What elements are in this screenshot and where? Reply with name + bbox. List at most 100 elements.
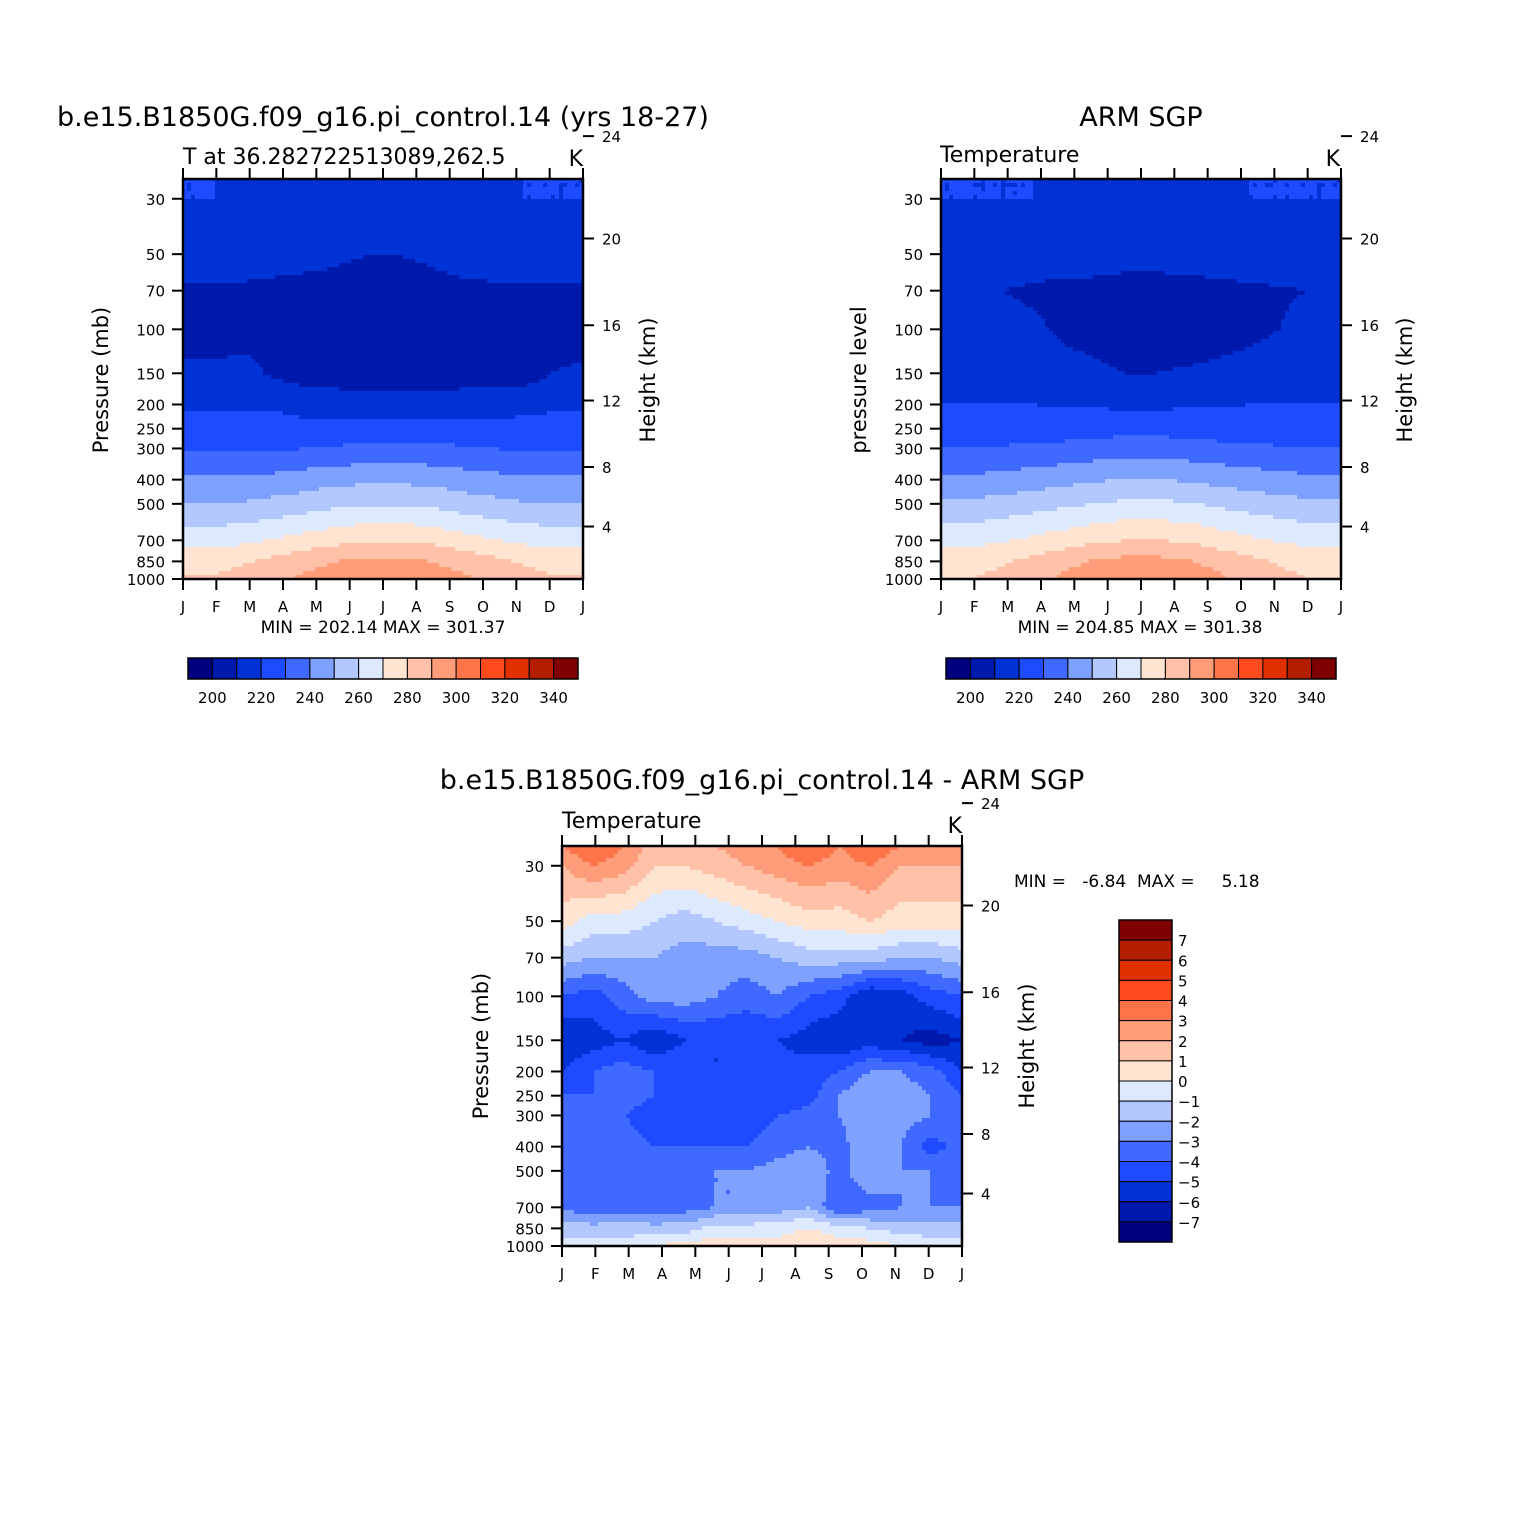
contour-cell — [215, 263, 220, 268]
contour-cell — [375, 263, 380, 268]
contour-cell — [423, 227, 428, 232]
contour-cell — [367, 191, 372, 196]
contour-cell — [471, 235, 476, 240]
contour-cell — [207, 283, 212, 288]
contour-cell — [215, 235, 220, 240]
contour-cell — [371, 231, 376, 236]
contour-cell — [471, 231, 476, 236]
contour-cell — [439, 267, 444, 272]
contour-cell — [331, 211, 336, 216]
contour-cell — [319, 207, 324, 212]
contour-cell — [555, 199, 560, 204]
contour-cell — [515, 291, 520, 296]
contour-cell — [315, 287, 320, 292]
contour-cell — [423, 223, 428, 228]
contour-cell — [203, 295, 208, 300]
contour-cell — [303, 195, 308, 200]
contour-cell — [443, 207, 448, 212]
contour-cell — [363, 315, 368, 320]
contour-cell — [551, 231, 556, 236]
contour-cell — [351, 191, 356, 196]
contour-cell — [575, 275, 580, 280]
contour-cell — [467, 303, 472, 308]
contour-cell — [275, 303, 280, 308]
contour-cell — [283, 311, 288, 316]
contour-cell — [559, 183, 564, 188]
contour-cell — [547, 287, 552, 292]
contour-cell — [451, 299, 456, 304]
contour-cell — [275, 311, 280, 316]
contour-cell — [435, 195, 440, 200]
contour-cell — [191, 295, 196, 300]
contour-cell — [555, 183, 560, 188]
contour-cell — [319, 187, 324, 192]
contour-cell — [575, 195, 580, 200]
contour-cell — [191, 235, 196, 240]
contour-cell — [447, 195, 452, 200]
contour-cell — [263, 235, 268, 240]
contour-cell — [391, 183, 396, 188]
contour-cell — [299, 283, 304, 288]
contour-cell — [511, 311, 516, 316]
contour-cell — [251, 215, 256, 220]
contour-cell — [323, 183, 328, 188]
contour-cell — [523, 235, 528, 240]
contour-cell — [519, 203, 524, 208]
contour-cell — [403, 219, 408, 224]
contour-cell — [307, 287, 312, 292]
contour-cell — [471, 247, 476, 252]
contour-cell — [347, 259, 352, 264]
contour-cell — [451, 219, 456, 224]
contour-cell — [459, 187, 464, 192]
contour-cell — [487, 307, 492, 312]
contour-cell — [287, 307, 292, 312]
contour-cell — [479, 183, 484, 188]
contour-cell — [471, 239, 476, 244]
contour-cell — [515, 299, 520, 304]
contour-cell — [491, 311, 496, 316]
contour-cell — [319, 219, 324, 224]
contour-cell — [443, 211, 448, 216]
contour-cell — [283, 243, 288, 248]
contour-cell — [495, 295, 500, 300]
contour-cell — [211, 311, 216, 316]
contour-cell — [215, 187, 220, 192]
contour-cell — [383, 203, 388, 208]
contour-cell — [367, 291, 372, 296]
contour-cell — [215, 219, 220, 224]
contour-cell — [287, 251, 292, 256]
contour-cell — [387, 195, 392, 200]
contour-cell — [371, 247, 376, 252]
contour-cell — [199, 183, 204, 188]
contour-cell — [219, 311, 224, 316]
contour-cell — [255, 227, 260, 232]
contour-cell — [287, 247, 292, 252]
contour-cell — [467, 279, 472, 284]
contour-cell — [251, 291, 256, 296]
contour-cell — [419, 211, 424, 216]
contour-cell — [387, 199, 392, 204]
contour-cell — [263, 199, 268, 204]
contour-cell — [215, 207, 220, 212]
contour-cell — [347, 191, 352, 196]
contour-cell — [187, 239, 192, 244]
contour-cell — [355, 243, 360, 248]
contour-cell — [339, 307, 344, 312]
contour-cell — [491, 291, 496, 296]
contour-cell — [571, 187, 576, 192]
contour-cell — [239, 275, 244, 280]
contour-cell — [255, 303, 260, 308]
contour-cell — [335, 199, 340, 204]
contour-cell — [523, 267, 528, 272]
contour-cell — [451, 307, 456, 312]
contour-cell — [335, 271, 340, 276]
contour-cell — [279, 239, 284, 244]
contour-cell — [535, 267, 540, 272]
contour-cell — [551, 183, 556, 188]
contour-cell — [299, 251, 304, 256]
contour-cell — [251, 259, 256, 264]
contour-cell — [535, 231, 540, 236]
contour-cell — [555, 215, 560, 220]
contour-cell — [423, 275, 428, 280]
contour-cell — [427, 279, 432, 284]
